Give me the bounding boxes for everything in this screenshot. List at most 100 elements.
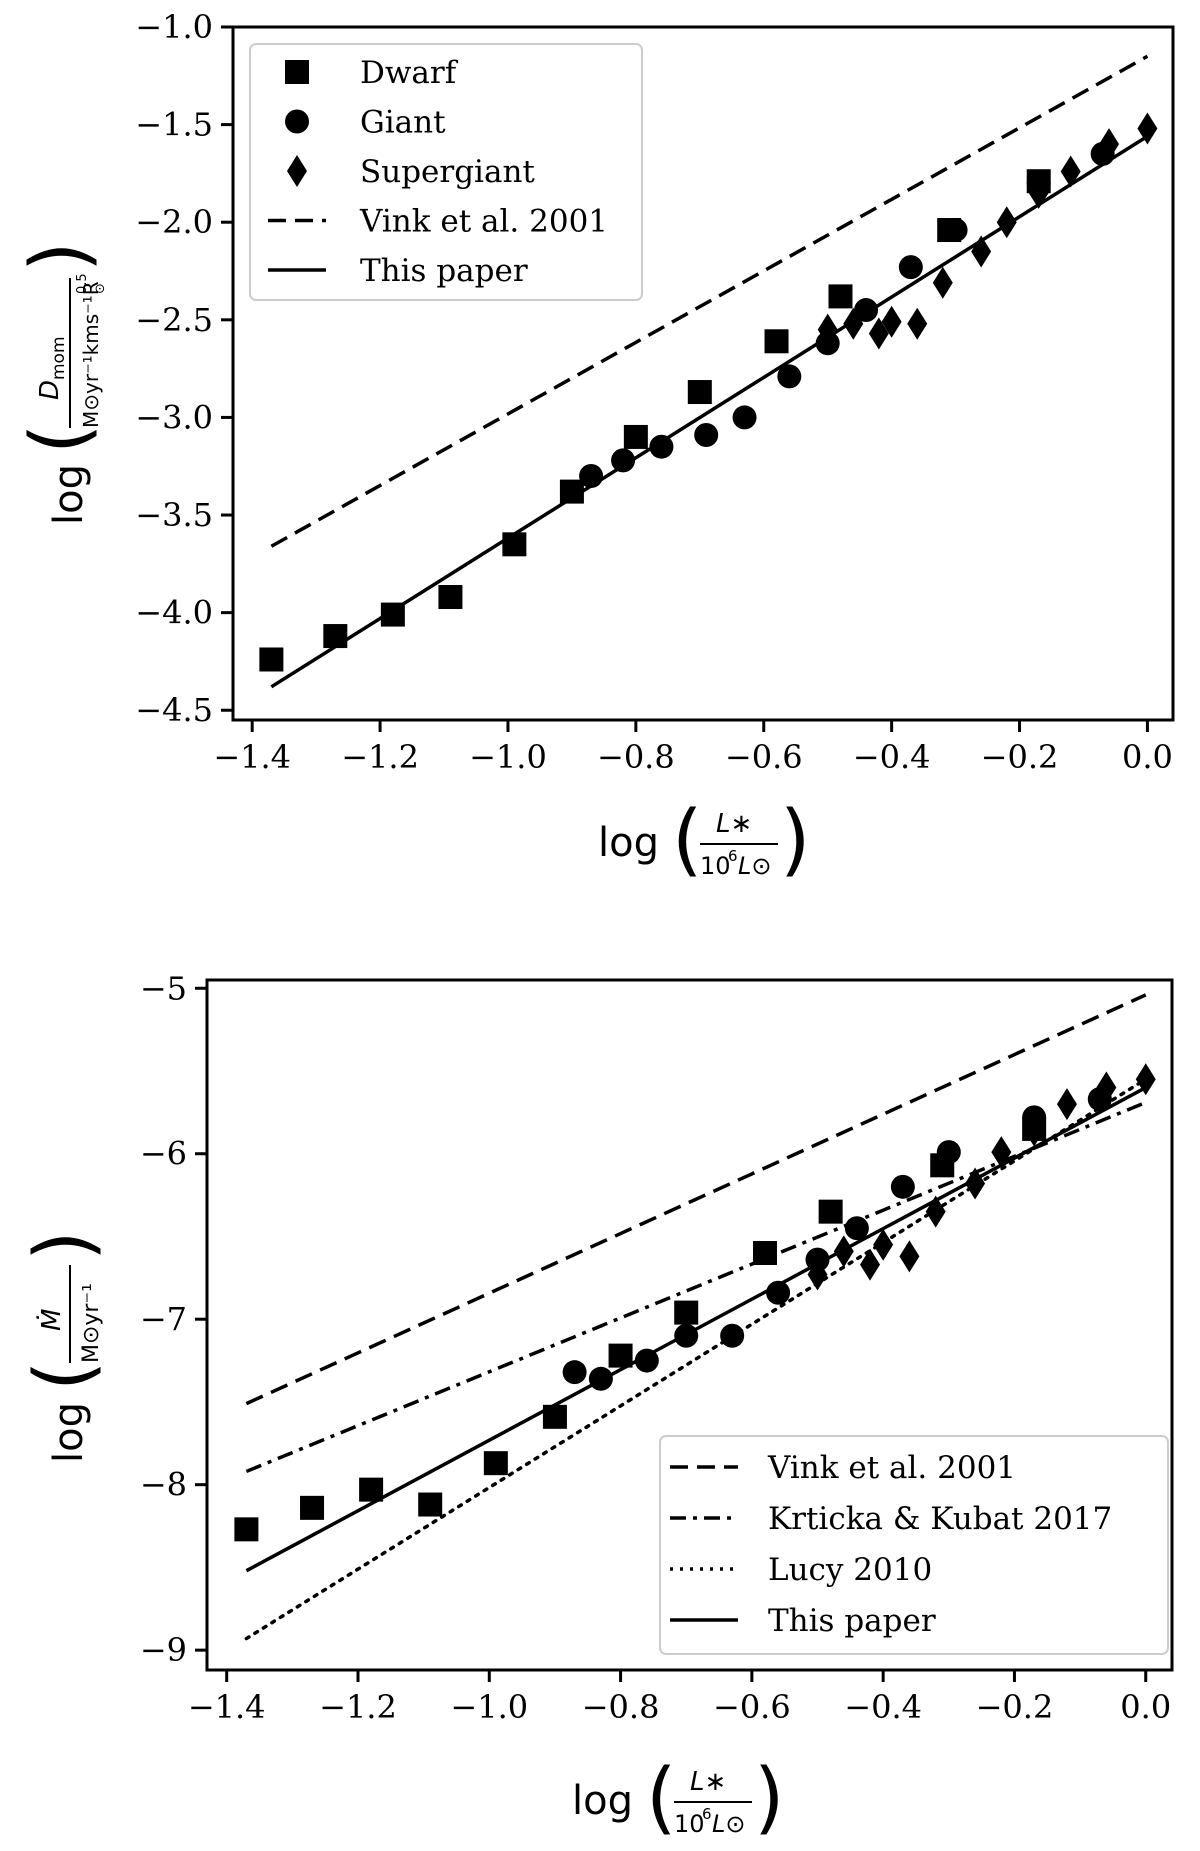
top-supergiant-point xyxy=(1060,155,1081,188)
bottom-y-tick-label: −7 xyxy=(140,1300,187,1338)
top-supergiant-point xyxy=(1099,128,1120,161)
top-giant-point xyxy=(649,434,674,459)
bottom-giant-point xyxy=(634,1348,659,1373)
top-x-tick-label: −1.2 xyxy=(341,738,419,776)
bottom-giant-point xyxy=(766,1280,791,1305)
bottom-y-denominator: M⊙yr⁻¹ xyxy=(79,1283,104,1363)
bottom-dwarf-point xyxy=(608,1343,633,1368)
top-x-tick-label: −0.6 xyxy=(725,738,803,776)
bottom-chart: −1.4 −1.2 −1.0 −0.8 −0.6 −0.4 −0.2 0.0 −9 −8 −7 −6… xyxy=(19,969,1174,1843)
top-giant-point xyxy=(777,364,802,389)
bottom-plot-frame xyxy=(205,978,1174,1672)
bottom-x-numerator: L∗ xyxy=(690,1767,726,1797)
top-y-numerator-sub: mom xyxy=(49,336,69,380)
top-legend-vink-et-al-2001-label: Vink et al. 2001 xyxy=(359,204,608,240)
bottom-supergiant-point xyxy=(1056,1088,1077,1121)
top-x-denominator-exp: 6 xyxy=(728,847,738,865)
bottom-y-paren-left: ( xyxy=(19,1361,109,1391)
bottom-x-tick-label: −0.4 xyxy=(844,1688,922,1726)
top-supergiant-point xyxy=(907,307,928,340)
bottom-giant-point xyxy=(936,1140,961,1165)
bottom-y-numerator: Ṁ xyxy=(35,1309,67,1331)
bottom-x-tick-label: −0.6 xyxy=(713,1688,791,1726)
top-dwarf-point xyxy=(438,585,463,610)
bottom-x-log-text: log xyxy=(572,1778,633,1824)
bottom-x-tick-label: −0.8 xyxy=(582,1688,660,1726)
top-y-denominator-sup: 0.5 xyxy=(75,273,90,294)
bottom-giant-point xyxy=(674,1323,699,1348)
top-y-denominator: M⊙yr⁻¹kms⁻¹R xyxy=(79,281,103,428)
top-x-tick-label: −0.8 xyxy=(597,738,675,776)
bottom-giant-point xyxy=(890,1174,915,1199)
top-legend-this-paper-label: This paper xyxy=(360,253,528,289)
top-x-tick-label: −0.4 xyxy=(853,738,931,776)
bottom-y-tick-label: −5 xyxy=(140,969,187,1007)
bottom-legend-lucy-2010-label: Lucy 2010 xyxy=(768,1552,932,1588)
top-x-axis-label: log ( L∗ 10 6 L⊙ ) xyxy=(598,795,810,885)
bottom-x-tick-label: −1.4 xyxy=(188,1688,266,1726)
top-y-axis-ticks: −4.5 −4.0 −3.5 −3.0 −2.5 −2.0 −1.5 −1.0 xyxy=(135,8,233,729)
bottom-dwarf-point xyxy=(752,1241,777,1266)
top-x-numerator: L∗ xyxy=(716,809,752,839)
bottom-supergiant-point xyxy=(899,1240,920,1273)
bottom-x-axis-label: log ( L∗ 10 6 L⊙ ) xyxy=(572,1753,784,1843)
top-dwarf-point xyxy=(623,424,648,449)
bottom-line-vink-et-al-2001 xyxy=(245,993,1147,1406)
top-plot-frame xyxy=(231,25,1175,722)
bottom-giant-point xyxy=(844,1216,869,1241)
bottom-dwarf-point xyxy=(483,1451,508,1476)
top-dwarf-point xyxy=(259,647,284,672)
top-giant-point xyxy=(732,405,757,430)
top-dwarf-point xyxy=(687,380,712,405)
bottom-x-paren-right: ) xyxy=(754,1753,784,1843)
top-giant-point xyxy=(579,463,604,488)
bottom-x-axis-ticks: −1.4 −1.2 −1.0 −0.8 −0.6 −0.4 −0.2 0.0 xyxy=(188,1670,1171,1726)
bottom-legend: Vink et al. 2001 Krticka & Kubat 2017 Lucy… xyxy=(659,1435,1169,1655)
bottom-supergiant-point xyxy=(991,1136,1012,1169)
top-dwarf-point xyxy=(502,532,527,557)
bottom-supergiant-point xyxy=(925,1195,946,1228)
top-giant-point xyxy=(898,255,923,280)
bottom-supergiant-point xyxy=(1096,1071,1117,1104)
top-x-log-text: log xyxy=(598,820,659,866)
bottom-giant-point xyxy=(562,1360,587,1385)
bottom-y-tick-label: −6 xyxy=(140,1135,187,1173)
bottom-legend-krticka-kubat-2017-label: Krticka & Kubat 2017 xyxy=(768,1501,1112,1537)
top-y-tick-label: −2.5 xyxy=(135,301,213,339)
top-x-denominator-l: L⊙ xyxy=(738,852,771,880)
bottom-x-tick-label: 0.0 xyxy=(1120,1688,1171,1726)
top-x-paren-right: ) xyxy=(780,795,810,885)
bottom-legend-vink-et-al-2001-label: Vink et al. 2001 xyxy=(767,1450,1016,1486)
top-giant-point xyxy=(694,422,719,447)
bottom-dwarf-point xyxy=(234,1517,259,1542)
bottom-dwarf-point xyxy=(674,1300,699,1325)
top-dwarf-point xyxy=(828,284,853,309)
top-y-tick-label: −1.5 xyxy=(135,106,213,144)
bottom-supergiant-point xyxy=(833,1235,854,1268)
bottom-supergiant-point xyxy=(1024,1114,1045,1147)
bottom-supergiant-point xyxy=(873,1228,894,1261)
top-supergiant-point xyxy=(1028,176,1049,209)
top-y-paren-right: ) xyxy=(15,242,105,272)
bottom-dwarf-point xyxy=(818,1199,843,1224)
top-x-tick-label: 0.0 xyxy=(1122,738,1173,776)
top-y-paren-left: ( xyxy=(15,424,105,454)
top-y-tick-label: −3.0 xyxy=(135,398,213,436)
bottom-supergiant-point xyxy=(1135,1063,1156,1096)
top-legend-dwarf-label: Dwarf xyxy=(360,55,459,91)
top-supergiant-point xyxy=(881,305,902,338)
top-legend-supergiant-label: Supergiant xyxy=(360,154,535,190)
top-legend-giant-marker xyxy=(285,109,309,134)
top-y-log-text: log xyxy=(46,464,92,525)
top-x-tick-label: −1.0 xyxy=(469,738,547,776)
top-y-axis-label: log ( D mom M⊙yr⁻¹kms⁻¹R ⊙ 0.5 ) xyxy=(15,242,108,525)
bottom-dwarf-point xyxy=(542,1404,567,1429)
top-dwarf-point xyxy=(559,479,584,504)
top-legend-giant-label: Giant xyxy=(360,105,446,141)
top-giant-point xyxy=(943,218,968,243)
top-supergiant-point xyxy=(932,266,953,299)
bottom-giant-point xyxy=(720,1323,745,1348)
top-y-tick-label: −2.0 xyxy=(135,203,213,241)
top-legend: Dwarf Giant Supergiant Vink et al. 2001 This… xyxy=(249,43,643,301)
